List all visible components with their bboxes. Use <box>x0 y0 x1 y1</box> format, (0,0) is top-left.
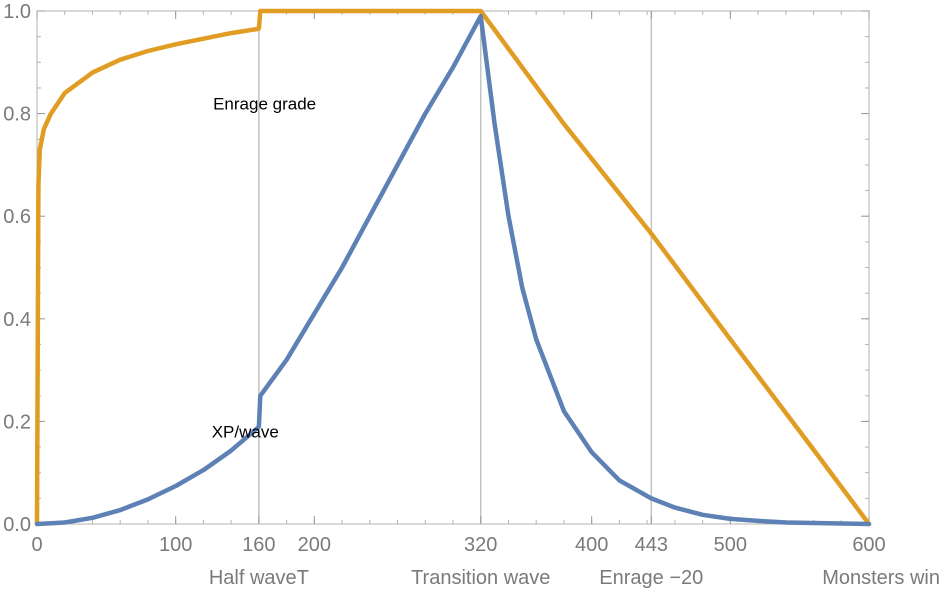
x-tick-label: 0 <box>31 534 42 556</box>
x-tick-label: 200 <box>298 534 331 556</box>
marker-label: Enrage −20 <box>599 567 703 589</box>
y-tick-label: 0.4 <box>3 309 31 331</box>
y-tick-label: 1.0 <box>3 1 31 23</box>
vertical-markers <box>258 11 653 524</box>
marker-label: Monsters win <box>822 567 940 589</box>
plot-frame <box>36 10 870 525</box>
x-tick-label: 500 <box>714 534 747 556</box>
x-tick-label: 160 <box>242 534 275 556</box>
x-tick-label: 400 <box>575 534 608 556</box>
series-annotation: Enrage grade <box>213 94 316 113</box>
series-line-xp-per-wave <box>34 13 872 527</box>
series-lines <box>34 8 872 527</box>
y-tick-label: 0.6 <box>3 206 31 228</box>
x-tick-label: 600 <box>852 534 885 556</box>
series-line-enrage-grade <box>34 8 872 527</box>
y-tick-label: 0.8 <box>3 104 31 126</box>
marker-label: Transition wave <box>411 567 550 589</box>
x-tick-label: 320 <box>464 534 497 556</box>
series-annotation: XP/wave <box>212 423 279 442</box>
axis-ticks <box>36 10 870 525</box>
x-tick-label: 443 <box>635 534 668 556</box>
y-tick-label: 0.0 <box>3 514 31 536</box>
labels: Half waveT Transition wave Enrage −20 Monst… <box>3 1 940 589</box>
x-tick-label: 100 <box>159 534 192 556</box>
marker-label: Half waveT <box>209 567 309 589</box>
y-tick-label: 0.2 <box>3 411 31 433</box>
